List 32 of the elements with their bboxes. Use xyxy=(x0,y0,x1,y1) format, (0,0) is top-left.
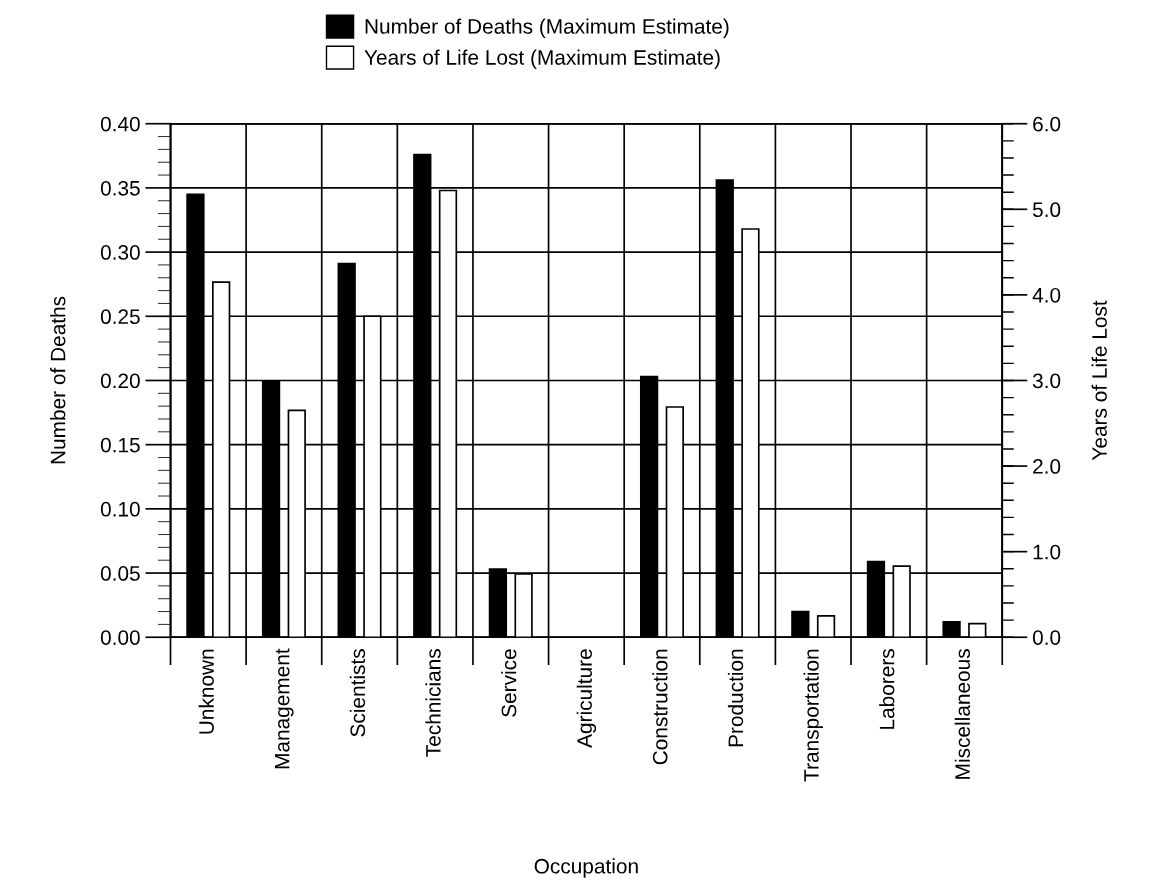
x-tick-label: Miscellaneous xyxy=(954,649,971,779)
y2-tick-label: 1.0 xyxy=(1033,544,1061,560)
y-tick-label: 0.20 xyxy=(100,373,140,389)
y2-tick-label: 3.0 xyxy=(1032,373,1061,389)
x-axis-title: Occupation xyxy=(534,858,638,878)
x-tick-label: Service xyxy=(501,649,517,717)
y2-tick-label: 0.0 xyxy=(1032,630,1061,645)
y2-tick-label: 5.0 xyxy=(1032,202,1061,218)
x-tick-label: Production xyxy=(727,649,744,747)
y-axis-title: Number of Deaths xyxy=(50,296,66,464)
x-tick-label: Laborers xyxy=(879,649,895,729)
y-tick-label: 0.15 xyxy=(100,437,140,453)
x-tick-label: Management xyxy=(274,648,294,769)
x-tick-label: Construction xyxy=(652,649,668,765)
x-tick-label: Agriculture xyxy=(576,649,597,748)
y2-tick-label: 6.0 xyxy=(1033,116,1061,132)
x-tick-label: Technicians xyxy=(425,649,441,757)
y2-axis-title: Years of Life Lost xyxy=(1091,300,1107,461)
y-tick-label: 0.05 xyxy=(100,566,140,581)
legend-label: Number of Deaths (Maximum Estimate) xyxy=(365,18,729,38)
y-tick-label: 0.35 xyxy=(100,180,140,196)
y-tick-label: 0.00 xyxy=(100,630,140,645)
y2-tick-label: 4.0 xyxy=(1032,287,1061,303)
legend-label: Years of Life Lost (Maximum Estimate) xyxy=(364,49,720,69)
y-tick-label: 0.10 xyxy=(100,501,140,517)
x-tick-label: Transportation xyxy=(803,649,823,782)
y-tick-label: 0.25 xyxy=(100,309,140,325)
x-tick-label: Scientists xyxy=(349,649,366,737)
y-tick-label: 0.40 xyxy=(100,116,140,132)
y2-tick-label: 2.0 xyxy=(1033,459,1061,474)
y-tick-label: 0.30 xyxy=(100,245,140,260)
x-tick-label: Unknown xyxy=(198,649,214,734)
